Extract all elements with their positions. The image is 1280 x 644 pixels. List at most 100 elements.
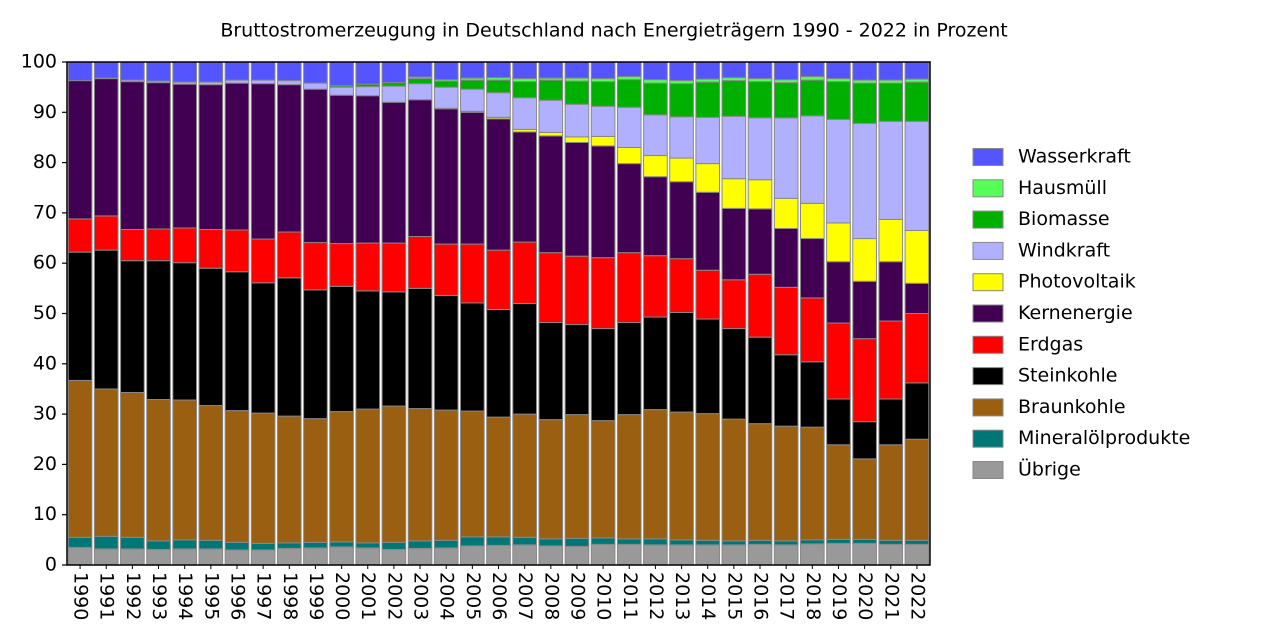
- bar-segment: [721, 279, 747, 330]
- legend-swatch: [972, 241, 1004, 260]
- bar-segment: [172, 61, 198, 83]
- y-tick-label: 80: [33, 151, 57, 173]
- bar-segment: [826, 61, 851, 80]
- bar-segment: [721, 115, 747, 180]
- bar-segment: [538, 538, 564, 547]
- bar-segment: [120, 81, 145, 230]
- x-tick-label: 2021: [880, 572, 902, 620]
- x-tick-label: 2016: [750, 572, 772, 620]
- bar-segment: [512, 131, 537, 243]
- bar-segment: [303, 541, 328, 549]
- bar-segment: [433, 61, 459, 81]
- bar-segment: [276, 84, 302, 233]
- bar-segment: [799, 361, 825, 428]
- bar-segment: [486, 416, 511, 538]
- bar-segment: [643, 155, 668, 178]
- bar-segment: [538, 99, 564, 133]
- bar-segment: [355, 61, 381, 85]
- bar-segment: [538, 545, 564, 566]
- bar-segment: [643, 82, 668, 116]
- bar-segment: [773, 544, 799, 566]
- bar-segment: [904, 230, 930, 284]
- bar-segment: [616, 252, 642, 324]
- bar-segment: [538, 61, 564, 79]
- legend-label: Photovoltaik: [1018, 271, 1136, 293]
- bar-segment: [669, 539, 694, 546]
- y-tick-label: 10: [33, 503, 57, 525]
- bar-segment: [747, 61, 773, 80]
- bar-segment: [721, 207, 747, 281]
- bar-segment: [747, 423, 773, 541]
- bar-segment: [695, 413, 721, 541]
- bar-segment: [512, 544, 537, 566]
- bar-segment: [381, 541, 407, 550]
- bar-segment: [721, 178, 747, 209]
- bar-segment: [799, 202, 825, 240]
- bar-segment: [590, 105, 616, 137]
- bar-segment: [303, 242, 328, 291]
- bar-segment: [852, 542, 877, 566]
- x-tick-label: 1992: [122, 572, 144, 620]
- bar-segment: [407, 408, 433, 542]
- x-tick-label: 2018: [802, 572, 824, 620]
- x-tick-label: 1999: [305, 572, 327, 620]
- bar-segment: [120, 260, 145, 393]
- bar-segment: [852, 82, 877, 124]
- bar-segment: [460, 545, 485, 566]
- bar-segment: [433, 108, 459, 245]
- bar-segment: [773, 227, 799, 288]
- bar-segment: [198, 548, 224, 566]
- bar-segment: [773, 197, 799, 229]
- bar-segment: [799, 297, 825, 363]
- bar-segment: [276, 231, 302, 279]
- x-tick-label: 1993: [148, 572, 170, 620]
- bar-segment: [67, 379, 93, 538]
- x-tick-label: 2015: [723, 572, 745, 620]
- bar-segment: [616, 61, 642, 78]
- bar-segment: [67, 61, 93, 82]
- bar-segment: [224, 549, 250, 566]
- bar-segment: [878, 320, 904, 400]
- bar-segment: [329, 411, 354, 543]
- bar-segment: [355, 542, 381, 549]
- bar-segment: [590, 328, 616, 422]
- bar-segment: [486, 79, 511, 94]
- bar-segment: [852, 122, 877, 240]
- bar-segment: [616, 163, 642, 254]
- bar-segment: [538, 135, 564, 254]
- bar-segment: [198, 539, 224, 550]
- x-tick-label: 1994: [174, 572, 196, 620]
- bar-segment: [799, 115, 825, 204]
- x-tick-label: 2010: [593, 572, 615, 620]
- legend-label: Windkraft: [1018, 239, 1110, 261]
- legend-swatch: [972, 210, 1004, 229]
- x-tick-label: 2001: [357, 572, 379, 620]
- bar-segment: [250, 83, 276, 240]
- bar-segment: [355, 86, 381, 97]
- bar-segment: [695, 116, 721, 165]
- legend-label: Wasserkraft: [1018, 146, 1131, 168]
- bar-segment: [433, 294, 459, 411]
- bar-segment: [355, 290, 381, 410]
- bar-segment: [381, 548, 407, 566]
- x-tick-label: 2011: [619, 572, 641, 620]
- bar-segment: [590, 420, 616, 539]
- bar-segment: [904, 120, 930, 232]
- legend-label: Biomasse: [1018, 208, 1110, 230]
- bar-segment: [460, 243, 485, 304]
- bar-segment: [538, 79, 564, 101]
- bar-segment: [512, 302, 537, 415]
- bar-segment: [460, 302, 485, 412]
- bar-segment: [486, 118, 511, 251]
- bar-segment: [433, 80, 459, 88]
- bar-segment: [433, 409, 459, 541]
- legend-swatch: [972, 273, 1004, 292]
- bar-segment: [590, 257, 616, 330]
- bar-segment: [904, 313, 930, 384]
- y-tick-label: 20: [33, 453, 57, 475]
- bar-segment: [747, 117, 773, 181]
- bar-segment: [224, 541, 250, 551]
- bar-segment: [878, 120, 904, 220]
- bar-segment: [590, 537, 616, 545]
- bar-segment: [826, 118, 851, 224]
